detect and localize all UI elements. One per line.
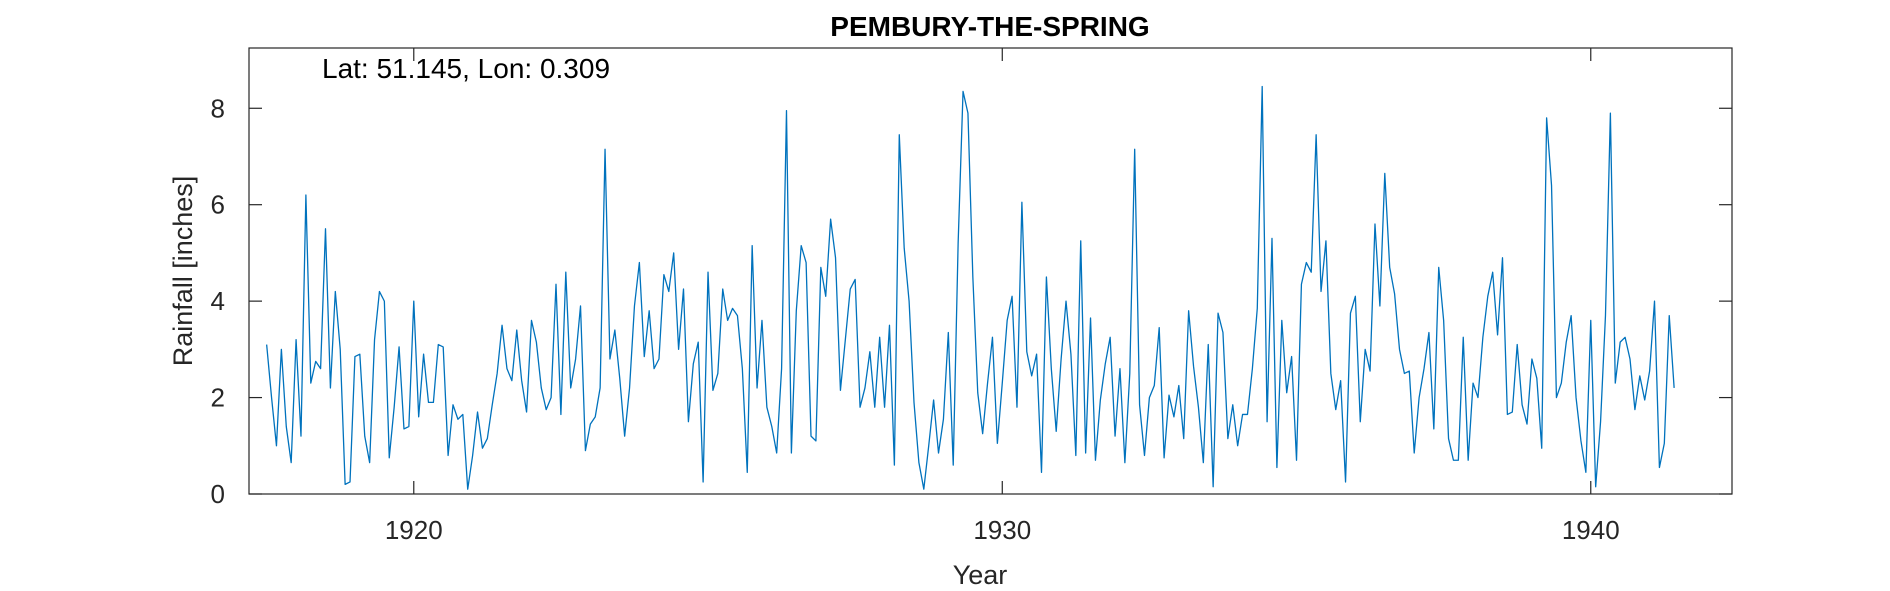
y-tick-label: 0 (211, 479, 225, 509)
y-tick-label: 8 (211, 93, 225, 123)
axes-box (248, 47, 1733, 495)
rainfall-series-line (266, 85, 1675, 490)
y-tick-label: 2 (211, 383, 225, 413)
location-annotation: Lat: 51.145, Lon: 0.309 (322, 53, 610, 84)
y-tick-label: 4 (211, 286, 225, 316)
y-tick-label: 6 (211, 190, 225, 220)
x-tick-label: 1920 (385, 515, 443, 545)
x-axis-title: Year (953, 560, 1008, 590)
plot-area (249, 48, 1732, 494)
chart-title: PEMBURY-THE-SPRING (830, 11, 1149, 42)
x-tick-label: 1930 (973, 515, 1031, 545)
y-axis-title: Rainfall [inches] (168, 176, 198, 367)
x-axis-ticks: 1920 1930 1940 (385, 48, 1620, 545)
y-axis-ticks: 0 2 4 6 8 (211, 93, 1732, 509)
x-tick-label: 1940 (1562, 515, 1620, 545)
